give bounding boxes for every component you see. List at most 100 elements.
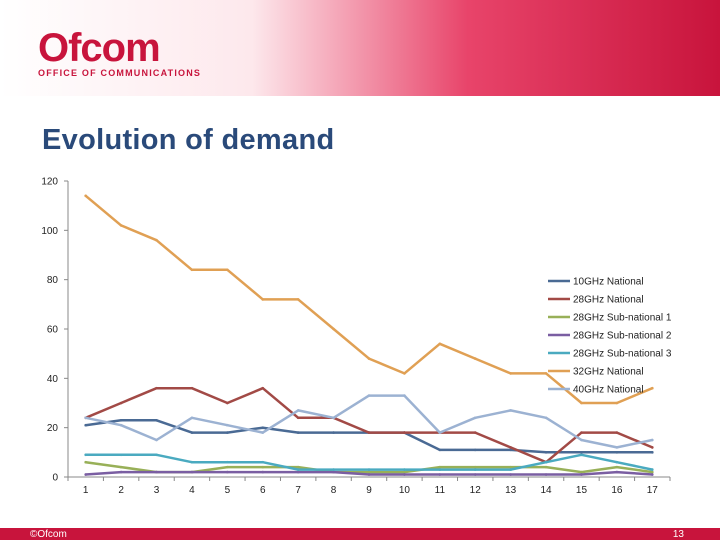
data-point (119, 401, 123, 405)
x-tick-label: 13 (505, 485, 517, 496)
data-point (84, 460, 88, 464)
data-point (296, 416, 300, 420)
data-point (615, 401, 619, 405)
data-point (332, 327, 335, 331)
legend-label: 28GHz Sub-national 3 (573, 349, 672, 360)
data-point (226, 401, 229, 405)
x-tick-label: 4 (189, 485, 195, 496)
data-point (261, 426, 265, 429)
y-tick-label: 80 (47, 275, 59, 286)
data-point (119, 418, 123, 422)
data-point (296, 468, 300, 471)
data-point (403, 470, 406, 474)
data-point (296, 409, 300, 412)
y-tick-label: 120 (41, 177, 58, 188)
header-banner (0, 0, 720, 96)
data-point (615, 465, 619, 469)
y-tick-label: 100 (41, 226, 58, 237)
x-tick-label: 5 (225, 485, 231, 496)
data-point (580, 438, 583, 442)
data-point (367, 473, 371, 476)
series-line-1 (84, 419, 654, 454)
data-point (615, 470, 619, 474)
data-point (226, 470, 229, 474)
data-point (509, 473, 512, 476)
data-point (261, 470, 265, 474)
logo-subtitle: OFFICE OF COMMUNICATIONS (38, 68, 202, 78)
data-point (473, 465, 477, 469)
data-point (332, 416, 335, 420)
x-tick-label: 11 (435, 485, 446, 496)
data-point (509, 409, 512, 412)
legend-label: 28GHz Sub-national 2 (573, 331, 672, 342)
copyright-text: ©Ofcom (30, 529, 67, 540)
slide-title: Evolution of demand (42, 124, 335, 156)
y-tick-label: 0 (52, 473, 58, 484)
logo-word: Ofcom (38, 26, 161, 70)
data-point (403, 372, 406, 375)
y-tick-label: 20 (47, 423, 59, 434)
x-tick-label: 9 (366, 485, 372, 496)
data-point (509, 468, 512, 471)
data-point (367, 470, 371, 474)
data-point (650, 446, 654, 449)
data-point (544, 416, 548, 420)
data-point (650, 468, 654, 471)
data-point (650, 473, 654, 476)
data-point (367, 468, 371, 471)
data-point (473, 357, 477, 360)
data-point (226, 465, 229, 469)
x-tick-label: 14 (540, 485, 552, 496)
data-point (438, 473, 442, 476)
data-point (155, 438, 158, 442)
data-point (403, 473, 406, 476)
x-tick-label: 2 (118, 485, 124, 496)
data-point (84, 423, 88, 427)
data-point (615, 446, 619, 449)
data-point (544, 465, 548, 469)
data-point (473, 416, 477, 420)
data-point (438, 431, 442, 434)
series-line-5 (84, 453, 654, 471)
data-point (367, 394, 371, 397)
data-point (155, 238, 158, 242)
data-point (403, 394, 406, 397)
data-point (296, 465, 300, 469)
data-point (650, 451, 654, 454)
data-point (544, 473, 548, 476)
legend-label: 28GHz Sub-national 1 (573, 313, 672, 324)
data-point (580, 401, 583, 405)
data-point (261, 298, 265, 301)
data-point (296, 431, 300, 434)
legend-label: 32GHz National (573, 367, 644, 378)
data-point (367, 357, 371, 360)
x-tick-label: 7 (295, 485, 301, 496)
data-point (296, 470, 300, 474)
data-point (650, 438, 654, 442)
data-point (580, 473, 583, 476)
data-point (84, 473, 88, 476)
data-point (473, 468, 477, 471)
data-point (332, 468, 335, 471)
data-point (580, 451, 583, 454)
data-point (580, 431, 583, 434)
data-point (544, 451, 548, 454)
data-point (403, 468, 406, 471)
data-point (296, 298, 300, 301)
data-point (509, 446, 512, 449)
data-point (473, 473, 477, 476)
data-point (84, 416, 88, 420)
data-point (509, 465, 512, 469)
data-point (438, 465, 442, 469)
data-point (580, 453, 583, 457)
data-point (190, 268, 194, 272)
x-tick-label: 3 (154, 485, 160, 496)
x-tick-label: 17 (647, 485, 659, 496)
data-point (155, 418, 158, 422)
data-point (650, 386, 654, 390)
data-point (261, 431, 265, 434)
data-point (119, 465, 123, 469)
legend-label: 28GHz National (573, 295, 644, 306)
data-point (84, 453, 88, 457)
